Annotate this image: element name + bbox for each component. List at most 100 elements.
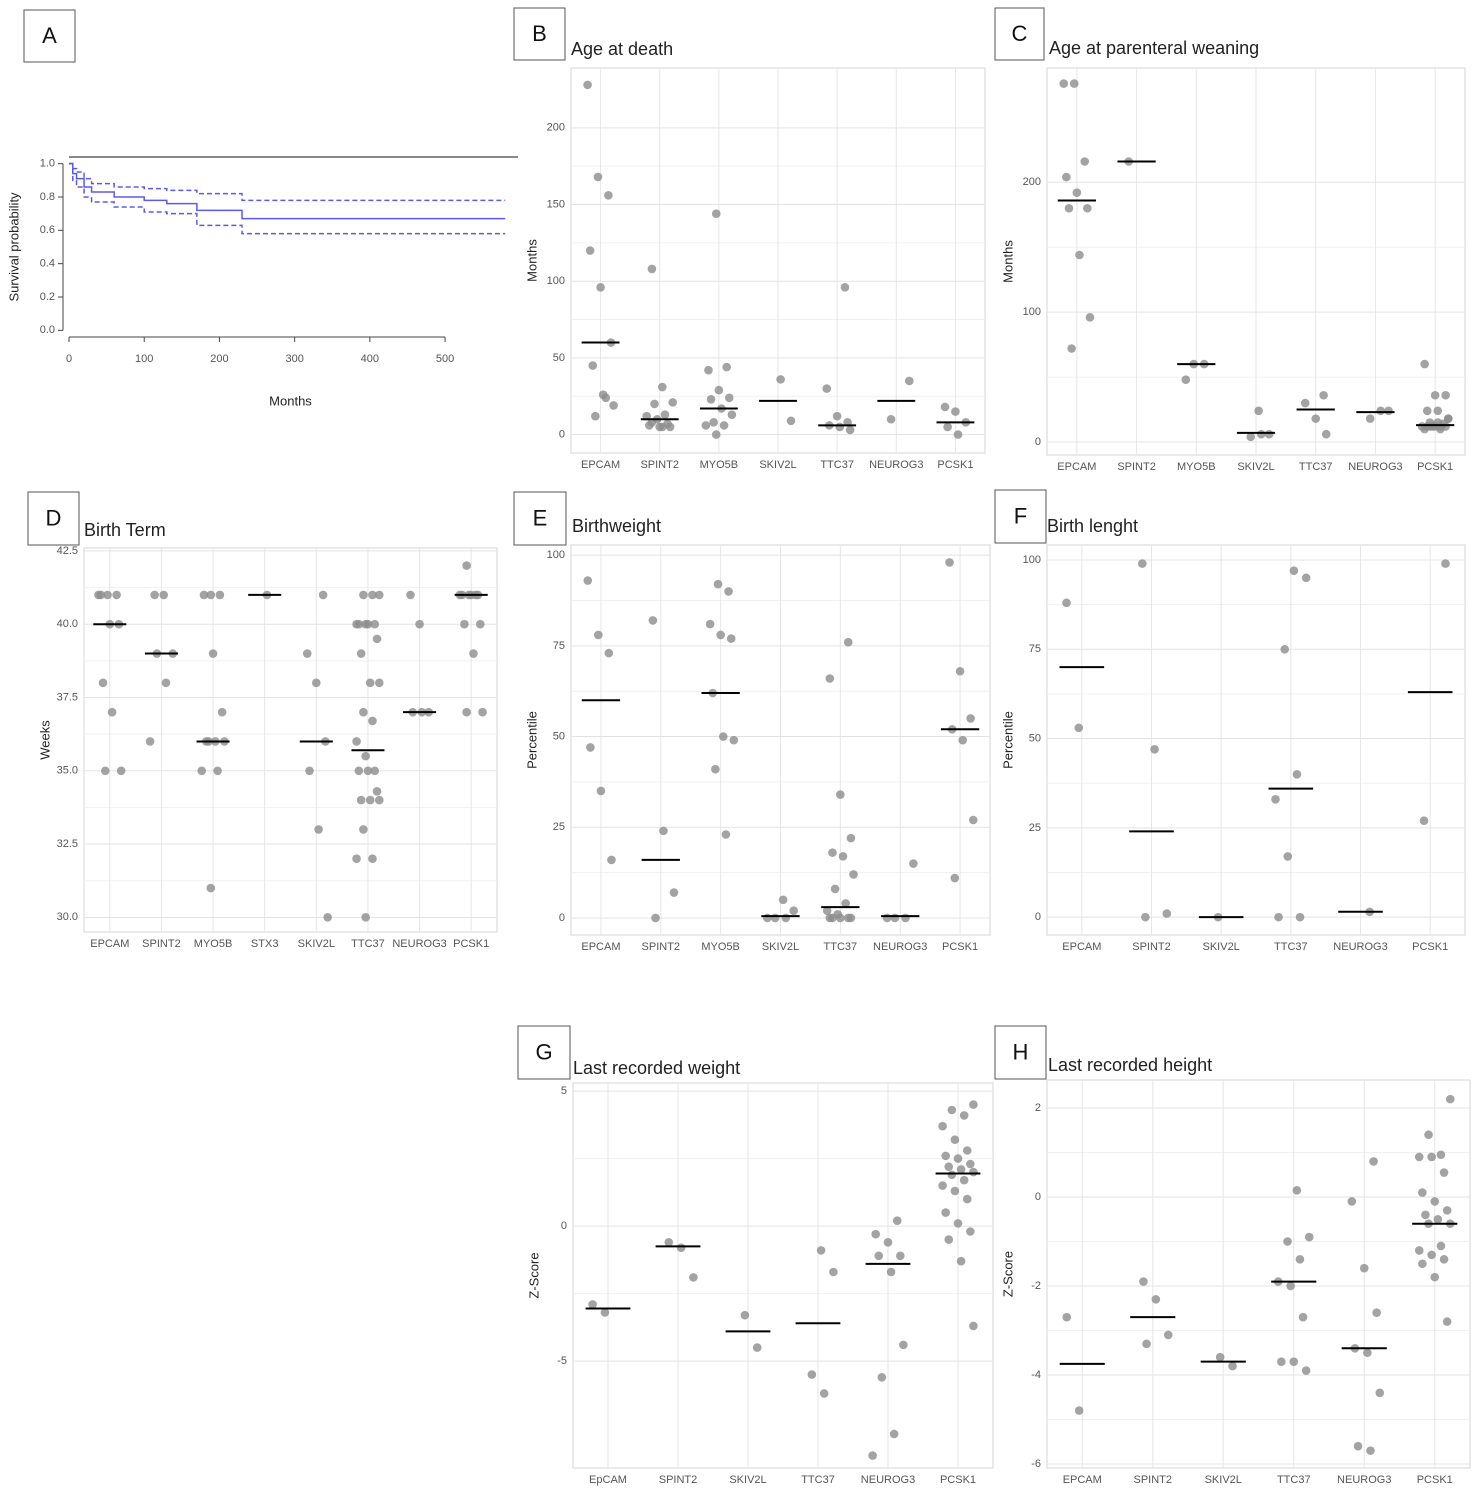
- data-point: [950, 1135, 960, 1144]
- data-point: [704, 365, 713, 375]
- data-point: [352, 854, 361, 864]
- data-point: [98, 678, 108, 688]
- data-point: [711, 430, 721, 439]
- data-point: [318, 590, 328, 600]
- data-point: [116, 766, 126, 776]
- data-point: [1075, 250, 1084, 260]
- data-point: [1256, 429, 1266, 439]
- data-point: [1085, 313, 1095, 322]
- data-point: [1311, 414, 1321, 423]
- data-point: [112, 590, 121, 600]
- data-point: [1436, 1241, 1446, 1251]
- panel-letter-box: [513, 7, 566, 61]
- x-tick-label: TTC37: [824, 941, 858, 953]
- x-tick-label: 400: [361, 353, 379, 365]
- data-point: [312, 678, 321, 688]
- y-tick-label: 2: [1035, 1102, 1041, 1114]
- data-point: [609, 401, 618, 410]
- panel-letter: D: [46, 505, 62, 530]
- data-point: [648, 616, 658, 625]
- data-point: [1427, 1152, 1436, 1162]
- x-tick-label: SPINT2: [1133, 1474, 1172, 1486]
- x-tick-label: MYO5B: [700, 459, 739, 471]
- data-point: [586, 743, 595, 752]
- data-point: [711, 764, 720, 774]
- data-point: [1069, 79, 1079, 88]
- data-point: [359, 590, 368, 600]
- data-point: [583, 576, 593, 585]
- x-tick-label: 200: [210, 353, 228, 365]
- x-tick-label: TTC37: [801, 1474, 835, 1486]
- data-point: [664, 1237, 674, 1247]
- y-tick-label: 150: [547, 198, 565, 210]
- y-tick-label: 50: [553, 352, 565, 364]
- data-point: [846, 833, 856, 843]
- data-point: [705, 619, 715, 629]
- data-point: [1246, 432, 1256, 442]
- data-point: [1271, 794, 1280, 804]
- data-point: [1430, 390, 1440, 400]
- data-point: [368, 716, 377, 726]
- x-tick-label: PCSK1: [453, 938, 489, 950]
- data-point: [363, 766, 373, 776]
- x-tick-label: SKIV2L: [1203, 941, 1240, 953]
- data-point: [752, 1343, 762, 1352]
- data-point: [1365, 414, 1375, 423]
- data-point: [1286, 1281, 1295, 1291]
- data-point: [889, 1429, 899, 1439]
- x-tick-label: PCSK1: [940, 1474, 976, 1486]
- data-point: [1372, 1308, 1381, 1318]
- data-point: [368, 590, 377, 600]
- x-tick-label: EPCAM: [581, 941, 620, 953]
- plot-area: [572, 1082, 994, 1469]
- data-point: [199, 590, 209, 600]
- panel-letter: E: [533, 505, 548, 530]
- x-tick-label: STX3: [251, 938, 279, 950]
- data-point: [1142, 1339, 1151, 1349]
- data-point: [969, 1100, 978, 1109]
- data-point: [953, 1154, 963, 1163]
- data-point: [828, 913, 837, 923]
- data-point: [969, 1167, 978, 1177]
- data-point: [953, 1219, 963, 1228]
- data-point: [1074, 1406, 1084, 1415]
- data-point: [882, 913, 892, 923]
- panel-letter-box: [513, 491, 567, 546]
- data-point: [1277, 1357, 1286, 1366]
- data-point: [719, 421, 729, 430]
- data-point: [962, 1146, 972, 1155]
- data-point: [1228, 1361, 1237, 1371]
- panel-letter: G: [535, 1039, 552, 1064]
- data-point: [197, 766, 207, 776]
- data-point: [956, 1256, 966, 1266]
- x-axis-label: Months: [269, 393, 312, 408]
- data-point: [871, 1229, 880, 1239]
- data-point: [721, 830, 731, 839]
- data-point: [1064, 203, 1074, 213]
- data-point: [1295, 912, 1305, 922]
- data-point: [1080, 157, 1090, 166]
- y-tick-label: 75: [1029, 643, 1041, 655]
- data-point: [947, 1170, 957, 1180]
- data-point: [651, 913, 660, 923]
- data-point: [718, 732, 728, 741]
- data-point: [714, 385, 724, 395]
- data-point: [359, 825, 368, 834]
- x-tick-label: SKIV2L: [1237, 461, 1274, 473]
- x-tick-label: SKIV2L: [298, 938, 335, 950]
- data-point: [846, 913, 856, 923]
- data-point: [150, 590, 159, 600]
- y-axis-label: Percentile: [1000, 711, 1015, 769]
- x-tick-label: SPINT2: [142, 938, 181, 950]
- data-point: [658, 382, 667, 392]
- data-point: [944, 1162, 954, 1171]
- x-tick-label: SKIV2L: [762, 941, 799, 953]
- y-tick-label: 100: [547, 275, 565, 287]
- data-point: [607, 855, 616, 865]
- data-point: [668, 398, 678, 407]
- survival-line: [69, 162, 506, 202]
- data-point: [356, 795, 366, 805]
- data-point: [1151, 1295, 1161, 1304]
- data-point: [724, 587, 733, 596]
- data-point: [1295, 1255, 1305, 1264]
